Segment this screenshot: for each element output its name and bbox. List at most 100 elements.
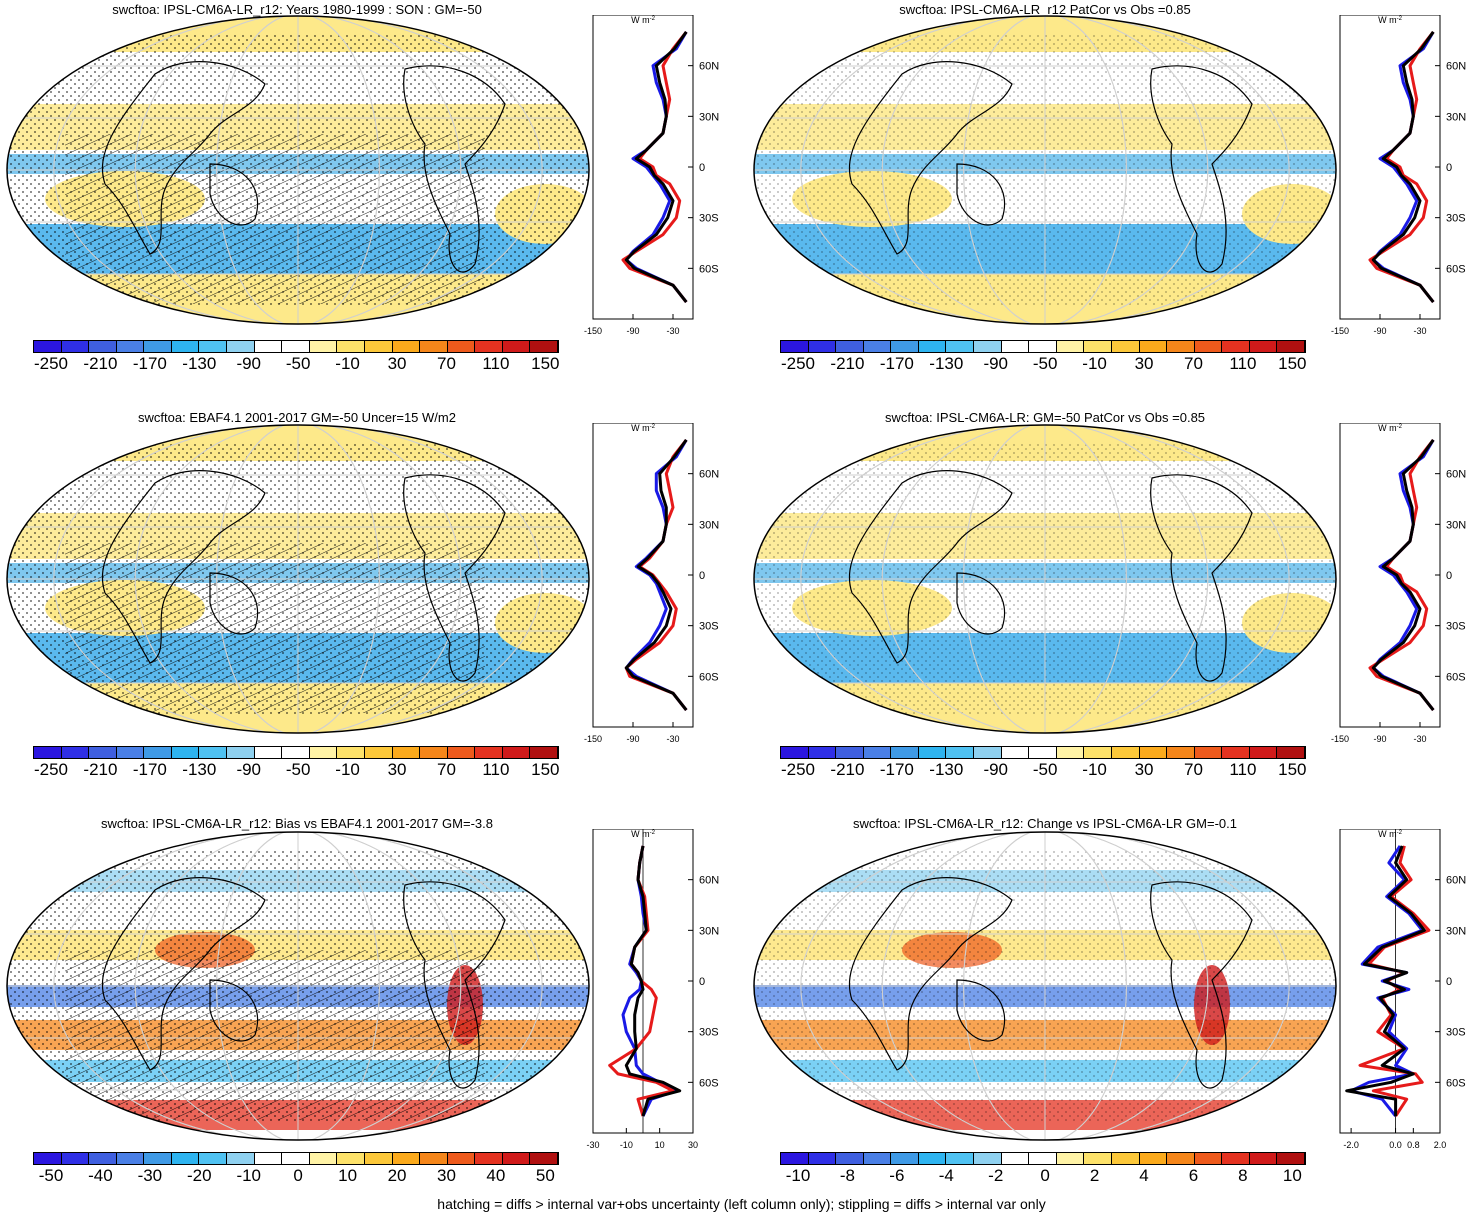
colorbar-tick-label: 30 (1134, 760, 1154, 779)
colorbar-swatch (974, 747, 1002, 758)
colorbar-swatch (116, 341, 145, 352)
colorbar-tick-label: -10 (1082, 354, 1107, 373)
colorbar-swatch (337, 747, 365, 758)
colorbar-swatch (144, 1153, 172, 1164)
colorbar-swatch (1084, 341, 1112, 352)
x-tick-label: -2.0 (1343, 1140, 1359, 1150)
colorbar-tick-label: -250 (33, 354, 69, 373)
lat-tick-label: 60S (699, 1077, 719, 1089)
colorbar-swatch (918, 747, 947, 758)
colorbar (33, 340, 559, 353)
lat-tick-label: 60S (699, 671, 719, 683)
colorbar-swatch (781, 747, 809, 758)
colorbar-tick-label: -10 (335, 354, 360, 373)
obs-series-line (608, 845, 675, 1117)
colorbar-tick-label: -130 (929, 354, 964, 373)
model-series-line (624, 439, 688, 712)
lat-tick-label: 30S (1446, 1027, 1466, 1039)
coastline (101, 877, 506, 1089)
colorbar-swatch (1167, 747, 1195, 758)
colorbar-tick-label: -170 (132, 354, 167, 373)
colorbar-swatch (1029, 341, 1057, 352)
colorbar-tick-label: 0 (1040, 1166, 1050, 1185)
zonal-mean-plot: W m-2 60N 30N 0 30S 60S -2.0 0.0 0.8 2.0 (1339, 829, 1466, 1150)
colorbar-swatch (61, 747, 90, 758)
x-tick-label: 10 (655, 1140, 665, 1150)
colorbar-swatch (1111, 341, 1140, 352)
colorbar-tick-label: -90 (983, 760, 1009, 779)
coastline (848, 470, 1253, 682)
unit-label: W m-2 (1378, 15, 1402, 25)
colorbar-tick-label: -10 (1082, 760, 1107, 779)
colorbar-swatch (863, 1153, 892, 1164)
colorbar (33, 746, 559, 759)
colorbar-swatch (227, 747, 255, 758)
colorbar-swatch (1139, 747, 1168, 758)
colorbar-tick-label: 30 (437, 1166, 456, 1185)
colorbar-tick-label: -250 (780, 354, 816, 373)
colorbar-tick-label: 150 (531, 760, 560, 779)
colorbar-swatch (61, 1153, 90, 1164)
colorbar-tick-label: -30 (137, 1166, 163, 1185)
colorbar-swatch (1029, 747, 1057, 758)
colorbar-swatch (475, 1153, 503, 1164)
x-tick-label: 0.0 (1389, 1140, 1402, 1150)
lat-tick-label: 60N (699, 61, 719, 73)
x-tick-label: -150 (584, 326, 602, 336)
colorbar-tick-label: 10 (338, 1166, 358, 1185)
colorbar-swatch (918, 1153, 947, 1164)
lat-tick-label: 30N (699, 519, 719, 531)
x-tick-label: -30 (1413, 734, 1426, 744)
colorbar-swatch (1111, 1153, 1140, 1164)
lat-tick-label: 60S (1446, 671, 1466, 683)
colorbar-tick-label: 70 (437, 760, 456, 779)
map-outline (6, 15, 590, 325)
colorbar-swatch (199, 747, 228, 758)
lat-tick-label: 0 (1446, 976, 1452, 988)
colorbar-swatch (863, 747, 892, 758)
lat-tick-label: 30N (699, 111, 719, 123)
colorbar-tick-label: -250 (33, 760, 69, 779)
colorbar-swatch (863, 341, 892, 352)
colorbar-tick-label: -10 (236, 1166, 262, 1185)
colorbar-swatch (891, 747, 919, 758)
colorbar-swatch (502, 1153, 531, 1164)
coastline (848, 877, 1253, 1089)
colorbar-swatch (891, 1153, 919, 1164)
colorbar-swatch (1084, 1153, 1112, 1164)
mean-series-line (624, 845, 682, 1117)
zonal-mean-plot: W m-2 60N 30N 0 30S 60S -150 -90 -30 (1331, 423, 1466, 744)
colorbar-swatch (946, 1153, 975, 1164)
colorbar-tick-label: 10 (1282, 1166, 1302, 1185)
colorbar-swatch (836, 341, 864, 352)
colorbar-tick-label: 70 (1184, 760, 1203, 779)
lat-tick-label: 60N (699, 469, 719, 481)
map-title: swcftoa: IPSL-CM6A-LR_r12: Years 1980-19… (112, 2, 482, 17)
colorbar-tick-label: -50 (38, 1166, 64, 1185)
colorbar-swatch (420, 747, 448, 758)
colorbar (33, 1152, 559, 1165)
colorbar-swatch (1001, 341, 1030, 352)
colorbar-swatch (89, 1153, 117, 1164)
map-outline (6, 831, 590, 1141)
colorbar-swatch (1277, 747, 1305, 758)
map-title: swcftoa: IPSL-CM6A-LR_r12: Change vs IPS… (852, 816, 1238, 831)
colorbar-swatch (116, 1153, 145, 1164)
x-tick-label: -30 (666, 734, 679, 744)
unit-label: W m-2 (1378, 423, 1402, 433)
x-tick-label: -10 (620, 1140, 633, 1150)
colorbar-swatch (89, 747, 117, 758)
colorbar-swatch (946, 341, 975, 352)
lat-tick-label: 60S (1446, 1077, 1466, 1089)
colorbar-swatch (447, 341, 476, 352)
colorbar-tick-label: -170 (132, 760, 167, 779)
colorbar-swatch (282, 747, 310, 758)
unit-label: W m-2 (631, 15, 655, 25)
colorbar-swatch (282, 341, 310, 352)
colorbar-tick-label: -90 (983, 354, 1009, 373)
robinson-map (6, 831, 590, 1141)
colorbar-swatch (392, 341, 421, 352)
colorbar-swatch (89, 341, 117, 352)
lat-tick-label: 60N (1446, 469, 1466, 481)
map-outline (753, 831, 1337, 1141)
